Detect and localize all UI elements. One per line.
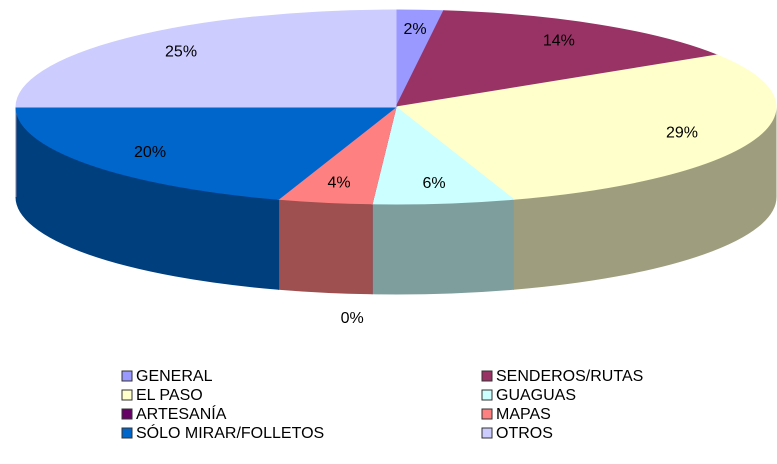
legend-swatch xyxy=(121,389,133,401)
legend-label: GENERAL xyxy=(136,368,213,385)
slice xyxy=(371,106,515,205)
slice-side xyxy=(371,198,514,295)
legend-swatch xyxy=(481,370,493,382)
slice xyxy=(15,9,397,108)
legend-label: OTROS xyxy=(496,425,553,442)
legend-label: ARTESANÍA xyxy=(136,404,227,423)
legend-swatch xyxy=(481,427,493,439)
data-label: 14% xyxy=(543,33,575,50)
slice xyxy=(15,106,398,200)
slice-side xyxy=(278,198,373,295)
legend-swatch xyxy=(121,427,133,439)
data-label: 0% xyxy=(341,310,364,327)
legend-swatch xyxy=(121,408,133,420)
data-label: 2% xyxy=(404,21,427,38)
slice xyxy=(395,10,719,108)
legend-swatch xyxy=(481,389,493,401)
legend-swatch xyxy=(481,408,493,420)
data-label: 6% xyxy=(423,175,446,192)
data-label: 4% xyxy=(327,174,350,191)
legend-label: EL PASO xyxy=(136,387,203,404)
legend-label: MAPAS xyxy=(496,406,551,423)
legend-label: SÓLO MIRAR/FOLLETOS xyxy=(136,423,324,442)
data-label: 20% xyxy=(134,144,166,161)
slice xyxy=(394,54,777,200)
data-label: 25% xyxy=(165,43,197,60)
legend-label: SENDEROS/RUTAS xyxy=(496,368,643,385)
legend-label: GUAGUAS xyxy=(496,387,576,404)
legend-swatch xyxy=(121,370,133,382)
data-label: 29% xyxy=(666,125,698,142)
